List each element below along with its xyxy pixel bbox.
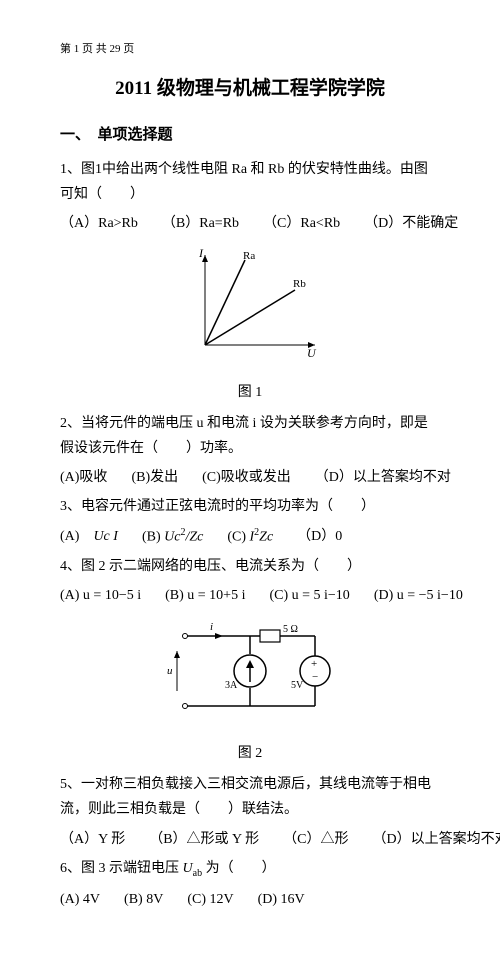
q3-stem: 3、电容元件通过正弦电流时的平均功率为（ ） [60, 494, 440, 519]
fig1-ra-label: Ra [243, 250, 255, 262]
q2-opt-c: (C)吸收或发出 [202, 465, 291, 490]
q3-options: (A) Uc I (B) Uc2/Zc (C) I2Zc （D）0 [60, 524, 440, 550]
svg-text:+: + [311, 658, 317, 670]
q3-opt-d: （D）0 [297, 524, 342, 550]
q5-opt-c: （C）△形 [283, 827, 348, 852]
q6-opt-a: (A) 4V [60, 887, 100, 912]
q1-opt-a: （A）Ra>Rb [60, 211, 138, 236]
q1-opt-b: （B）Ra=Rb [162, 211, 239, 236]
q1-options: （A）Ra>Rb （B）Ra=Rb （C）Ra<Rb （D）不能确定 [60, 211, 440, 236]
q1-stem: 1、图1中给出两个线性电阻 Ra 和 Rb 的伏安特性曲线。由图可知（ ） [60, 157, 440, 207]
fig2-r-label: 5 Ω [283, 624, 298, 635]
fig2-cs-label: 3A [225, 680, 238, 691]
fig1-axis-i-label: I [198, 246, 204, 260]
q4-opt-d: (D) u = −5 i−10 [374, 583, 463, 608]
figure-2-caption: 图 2 [60, 741, 440, 766]
q4-stem: 4、图 2 示二端网络的电压、电流关系为（ ） [60, 554, 440, 579]
q6-stem: 6、图 3 示端钮电压 Uab 为（ ） [60, 856, 440, 883]
document-title: 2011 级物理与机械工程学院学院 [60, 72, 440, 106]
q5-opt-d: （D）以上答案均不对 [372, 827, 500, 852]
q5-opt-b: （B）△形或 Y 形 [149, 827, 259, 852]
q6-opt-b: (B) 8V [124, 887, 163, 912]
fig1-axis-u-label: U [307, 346, 317, 360]
q6-opt-c: (C) 12V [187, 887, 233, 912]
fig1-rb-label: Rb [293, 278, 306, 290]
q3-opt-a: (A) Uc I [60, 524, 118, 550]
q3-opt-b: (B) Uc2/Zc [142, 524, 203, 550]
figure-1-caption: 图 1 [60, 380, 440, 405]
fig2-i-label: i [210, 621, 213, 633]
q4-opt-a: (A) u = 10−5 i [60, 583, 141, 608]
page-header: 第 1 页 共 29 页 [60, 40, 440, 60]
q2-stem: 2、当将元件的端电压 u 和电流 i 设为关联参考方向时，即是假设该元件在（ ）… [60, 411, 440, 461]
q2-opt-b: (B)发出 [131, 465, 178, 490]
q3-opt-c: (C) I2Zc [227, 524, 273, 550]
section-1-heading: 一、 单项选择题 [60, 122, 440, 149]
fig2-vs-label: 5V [291, 680, 304, 691]
q4-options: (A) u = 10−5 i (B) u = 10+5 i (C) u = 5 … [60, 583, 440, 608]
q1-opt-c: （C）Ra<Rb [263, 211, 340, 236]
q5-options: （A）Y 形 （B）△形或 Y 形 （C）△形 （D）以上答案均不对 [60, 827, 440, 852]
q1-opt-d: （D）不能确定 [364, 211, 458, 236]
q2-opt-d: （D）以上答案均不对 [315, 465, 451, 490]
q4-opt-b: (B) u = 10+5 i [165, 583, 245, 608]
q2-opt-a: (A)吸收 [60, 465, 107, 490]
svg-text:−: − [312, 671, 318, 683]
q5-opt-a: （A）Y 形 [60, 827, 125, 852]
q6-opt-d: (D) 16V [258, 887, 305, 912]
q4-opt-c: (C) u = 5 i−10 [269, 583, 349, 608]
q2-options: (A)吸收 (B)发出 (C)吸收或发出 （D）以上答案均不对 [60, 465, 440, 490]
figure-1: I U Ra Rb [60, 245, 440, 374]
figure-2: i u 5 Ω 3A + − 5V [60, 616, 440, 735]
fig2-u-label: u [167, 665, 173, 677]
q5-stem: 5、一对称三相负载接入三相交流电源后，其线电流等于相电流，则此三相负载是（ ）联… [60, 772, 440, 822]
q6-options: (A) 4V (B) 8V (C) 12V (D) 16V [60, 887, 440, 912]
